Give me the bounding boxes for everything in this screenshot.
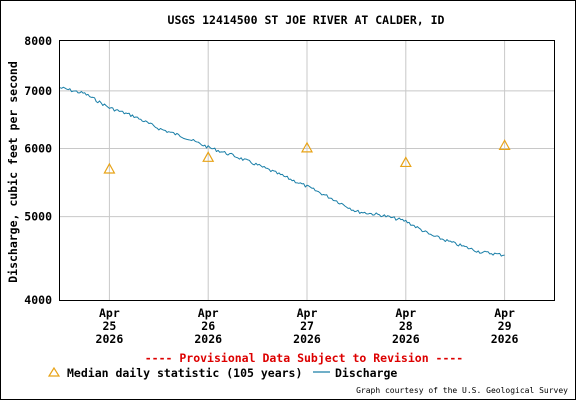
x-tick-month: Apr [297,306,318,320]
legend-discharge-label: Discharge [335,366,397,380]
x-tick-month: Apr [395,306,416,320]
x-tick-day: 26 [201,319,215,333]
x-tick-year: 2026 [194,332,222,346]
median-marker [399,156,412,168]
legend: Median daily statistic (105 years) Disch… [47,366,397,380]
y-tick-label: 8000 [24,34,52,48]
x-tick-day: 28 [399,319,413,333]
x-ticks: Apr252026Apr262026Apr272026Apr282026Apr2… [96,306,519,346]
provisional-data-notice: ---- Provisional Data Subject to Revisio… [145,351,464,365]
grid [60,41,554,300]
legend-median-triangle-icon [47,366,61,377]
x-tick-month: Apr [198,306,219,320]
x-tick-year: 2026 [293,332,321,346]
x-tick-month: Apr [494,306,515,320]
median-marker [498,139,511,150]
median-marker [202,151,215,162]
x-tick-day: 29 [498,319,512,333]
median-marker [103,162,116,174]
x-tick-day: 25 [102,319,116,333]
x-tick-day: 27 [300,319,314,333]
y-tick-label: 5000 [24,210,52,224]
y-ticks: 4000 5000 6000 7000 8000 [24,34,52,307]
x-tick-month: Apr [99,306,120,320]
usgs-credit: Graph courtesy of the U.S. Geological Su… [356,386,568,395]
y-axis-label: Discharge, cubic feet per second [6,61,20,283]
y-tick-label: 6000 [24,141,52,155]
discharge-line [59,86,505,257]
median-marker [300,141,314,153]
y-tick-label: 7000 [24,84,52,98]
series-layer [59,86,511,257]
plot-border [59,40,555,301]
chart-title: USGS 12414500 ST JOE RIVER AT CALDER, ID [168,13,445,27]
x-tick-year: 2026 [96,332,124,346]
x-tick-year: 2026 [392,332,420,346]
y-tick-label: 4000 [24,293,52,307]
legend-median-label: Median daily statistic (105 years) [67,366,302,380]
x-tick-year: 2026 [491,332,519,346]
